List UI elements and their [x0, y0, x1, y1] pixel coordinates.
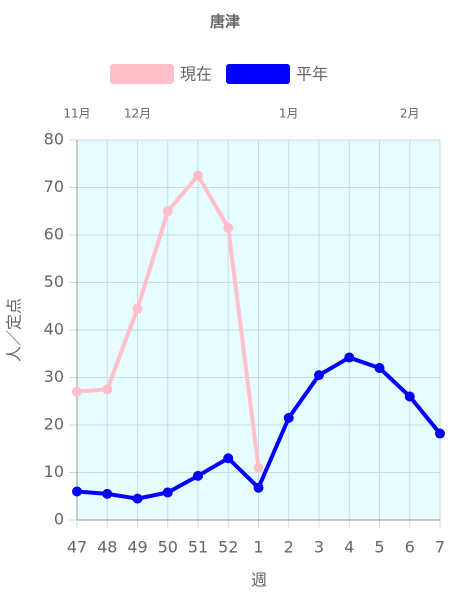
x-tick-label: 7	[435, 538, 445, 557]
data-point	[223, 222, 234, 233]
data-point	[193, 170, 203, 181]
month-label: 1月	[279, 107, 299, 121]
x-tick-label: 50	[158, 538, 178, 557]
data-point	[374, 363, 385, 373]
data-point	[435, 428, 445, 439]
y-tick-label: 40	[44, 320, 64, 339]
data-point	[193, 470, 203, 481]
data-point	[283, 412, 294, 423]
x-tick-label: 1	[253, 538, 263, 557]
x-tick-label: 5	[374, 538, 384, 557]
data-point	[102, 488, 113, 499]
y-tick-label: 50	[44, 272, 64, 291]
data-point	[132, 303, 143, 314]
month-label: 12月	[124, 107, 151, 121]
y-tick-label: 30	[44, 367, 64, 386]
y-tick-label: 20	[44, 415, 64, 434]
x-tick-label: 52	[218, 538, 238, 557]
data-point	[162, 487, 173, 498]
y-tick-label: 80	[44, 130, 64, 149]
y-tick-label: 10	[44, 462, 64, 481]
x-tick-label: 49	[127, 538, 147, 557]
legend-label: 現在	[180, 65, 212, 84]
y-tick-label: 70	[44, 177, 64, 196]
month-label: 11月	[63, 107, 90, 121]
data-point	[72, 386, 82, 397]
data-point	[102, 384, 113, 395]
x-tick-label: 6	[405, 538, 415, 557]
y-tick-label: 60	[44, 225, 64, 244]
x-tick-label: 47	[67, 538, 87, 557]
data-point	[223, 453, 234, 464]
data-point	[314, 370, 324, 381]
y-tick-label: 0	[54, 510, 64, 529]
month-label: 2月	[400, 107, 420, 121]
legend-label: 平年	[296, 65, 328, 84]
x-axis-title: 週	[251, 571, 267, 590]
x-tick-label: 3	[314, 538, 324, 557]
data-point	[162, 206, 173, 217]
legend-swatch	[110, 64, 174, 84]
x-tick-label: 48	[97, 538, 117, 557]
x-tick-label: 51	[188, 538, 208, 557]
chart-title: 唐津	[210, 13, 240, 31]
legend-swatch	[226, 64, 291, 84]
data-point	[132, 493, 143, 504]
data-point	[404, 391, 415, 402]
data-point	[344, 352, 355, 363]
x-tick-label: 4	[344, 538, 354, 557]
data-point	[253, 482, 264, 493]
data-point	[72, 486, 82, 497]
data-point	[253, 462, 264, 473]
y-axis-title: 人／定点	[5, 298, 24, 362]
x-tick-label: 2	[284, 538, 294, 557]
